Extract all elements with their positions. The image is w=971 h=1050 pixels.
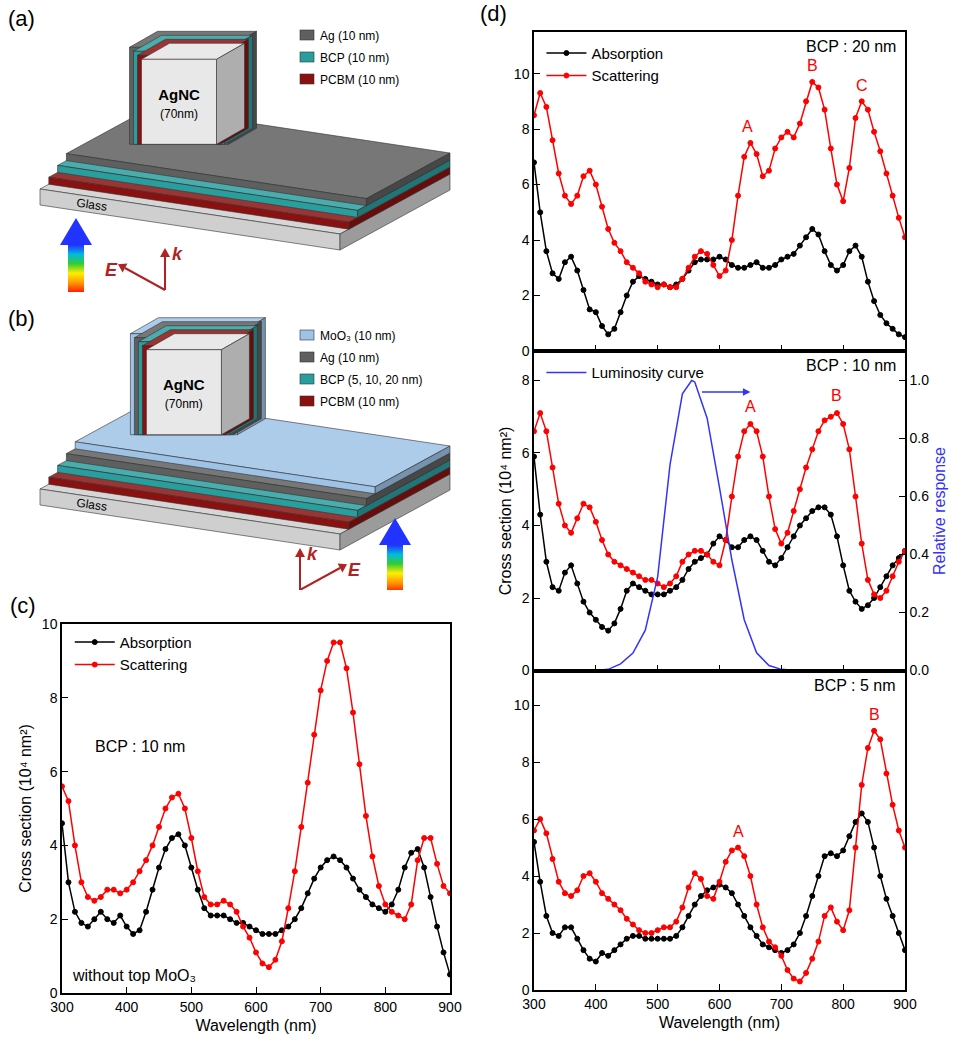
svg-text:0.4: 0.4: [910, 546, 930, 562]
svg-text:4: 4: [522, 868, 530, 884]
svg-text:500: 500: [646, 996, 670, 1012]
svg-text:300: 300: [522, 996, 546, 1012]
svg-text:B: B: [869, 706, 880, 723]
svg-text:8: 8: [522, 121, 530, 137]
svg-text:Absorption: Absorption: [591, 45, 663, 62]
svg-text:AgNC: AgNC: [163, 376, 205, 393]
svg-text:2: 2: [522, 590, 530, 606]
svg-text:BCP : 10 nm: BCP : 10 nm: [95, 738, 185, 755]
svg-text:A: A: [733, 823, 744, 840]
svg-text:700: 700: [309, 999, 333, 1015]
svg-text:900: 900: [893, 996, 917, 1012]
svg-text:BCP : 10 nm: BCP : 10 nm: [806, 357, 896, 374]
svg-text:Ag (10 nm): Ag (10 nm): [320, 29, 379, 43]
svg-text:400: 400: [584, 996, 608, 1012]
svg-text:BCP : 5 nm: BCP : 5 nm: [814, 677, 896, 694]
svg-text:E: E: [105, 260, 118, 280]
svg-text:BCP (10 nm): BCP (10 nm): [320, 51, 389, 65]
svg-text:(70nm): (70nm): [160, 107, 198, 121]
svg-text:B: B: [831, 387, 842, 404]
svg-text:8: 8: [522, 754, 530, 770]
svg-text:600: 600: [244, 999, 268, 1015]
svg-text:PCBM (10 nm): PCBM (10 nm): [320, 395, 399, 409]
svg-text:4: 4: [50, 837, 58, 853]
svg-text:Relative response: Relative response: [931, 447, 948, 575]
svg-text:10: 10: [514, 66, 530, 82]
svg-text:0.6: 0.6: [910, 488, 930, 504]
svg-text:Cross section (10⁴ nm²): Cross section (10⁴ nm²): [497, 427, 514, 596]
svg-text:0.2: 0.2: [910, 604, 930, 620]
svg-text:700: 700: [770, 996, 794, 1012]
svg-text:6: 6: [50, 764, 58, 780]
svg-text:800: 800: [831, 996, 855, 1012]
svg-text:BCP : 20 nm: BCP : 20 nm: [806, 38, 896, 55]
svg-text:(b): (b): [8, 306, 35, 331]
svg-text:without top MoO₃: without top MoO₃: [72, 967, 196, 984]
svg-text:600: 600: [708, 996, 732, 1012]
svg-text:BCP (5, 10, 20 nm): BCP (5, 10, 20 nm): [320, 373, 423, 387]
svg-text:Glass: Glass: [76, 496, 108, 514]
svg-text:Wavelength (nm): Wavelength (nm): [195, 1017, 316, 1034]
svg-text:0: 0: [522, 982, 530, 998]
svg-text:A: A: [742, 118, 753, 135]
svg-text:6: 6: [522, 176, 530, 192]
svg-text:0: 0: [522, 662, 530, 678]
svg-text:300: 300: [50, 999, 74, 1015]
svg-text:Cross section (10⁴ nm²): Cross section (10⁴ nm²): [17, 724, 34, 893]
svg-text:0.0: 0.0: [910, 662, 930, 678]
svg-text:A: A: [745, 398, 756, 415]
svg-text:10: 10: [42, 616, 58, 632]
svg-text:AgNC: AgNC: [158, 86, 200, 103]
svg-text:2: 2: [50, 911, 58, 927]
svg-text:Wavelength (nm): Wavelength (nm): [659, 1014, 780, 1031]
svg-text:Luminosity curve: Luminosity curve: [591, 364, 704, 381]
svg-text:k: k: [307, 544, 318, 564]
svg-text:(d): (d): [480, 1, 507, 26]
svg-text:0.8: 0.8: [910, 430, 930, 446]
svg-text:4: 4: [522, 517, 530, 533]
svg-text:Scattering: Scattering: [591, 67, 659, 84]
svg-text:B: B: [807, 57, 818, 74]
svg-text:(70nm): (70nm): [165, 397, 203, 411]
svg-text:8: 8: [522, 372, 530, 388]
svg-text:900: 900: [438, 999, 462, 1015]
svg-text:2: 2: [522, 925, 530, 941]
svg-text:PCBM (10 nm): PCBM (10 nm): [320, 73, 399, 87]
svg-text:C: C: [856, 77, 868, 94]
svg-text:Ag (10 nm): Ag (10 nm): [320, 351, 379, 365]
svg-text:Scattering: Scattering: [120, 656, 188, 673]
svg-text:400: 400: [115, 999, 139, 1015]
svg-text:E: E: [348, 560, 361, 580]
svg-text:(c): (c): [10, 593, 36, 618]
svg-text:MoO₃ (10 nm): MoO₃ (10 nm): [320, 329, 396, 343]
svg-text:10: 10: [514, 697, 530, 713]
svg-text:4: 4: [522, 232, 530, 248]
svg-text:Absorption: Absorption: [120, 634, 192, 651]
svg-text:6: 6: [522, 811, 530, 827]
svg-text:(a): (a): [8, 6, 35, 31]
svg-text:0: 0: [50, 985, 58, 1001]
svg-text:500: 500: [180, 999, 204, 1015]
svg-text:2: 2: [522, 287, 530, 303]
svg-text:800: 800: [374, 999, 398, 1015]
svg-text:k: k: [172, 244, 183, 264]
svg-text:8: 8: [50, 690, 58, 706]
svg-text:1.0: 1.0: [910, 372, 930, 388]
svg-text:6: 6: [522, 445, 530, 461]
svg-text:Glass: Glass: [76, 196, 108, 214]
svg-text:0: 0: [522, 343, 530, 359]
